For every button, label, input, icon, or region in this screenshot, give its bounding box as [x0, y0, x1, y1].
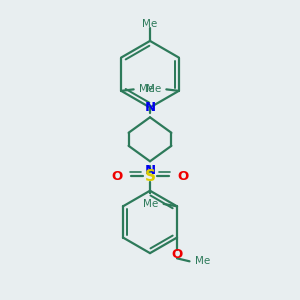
Text: O: O [112, 170, 123, 183]
Text: Me: Me [195, 256, 210, 266]
Text: Me: Me [146, 84, 161, 94]
Text: O: O [177, 170, 188, 183]
Text: O: O [171, 248, 183, 261]
Text: Me: Me [139, 84, 154, 94]
Text: Me: Me [142, 19, 158, 29]
Text: Me: Me [143, 199, 159, 209]
Text: N: N [144, 101, 156, 114]
Text: N: N [144, 164, 156, 177]
Text: S: S [145, 169, 155, 184]
